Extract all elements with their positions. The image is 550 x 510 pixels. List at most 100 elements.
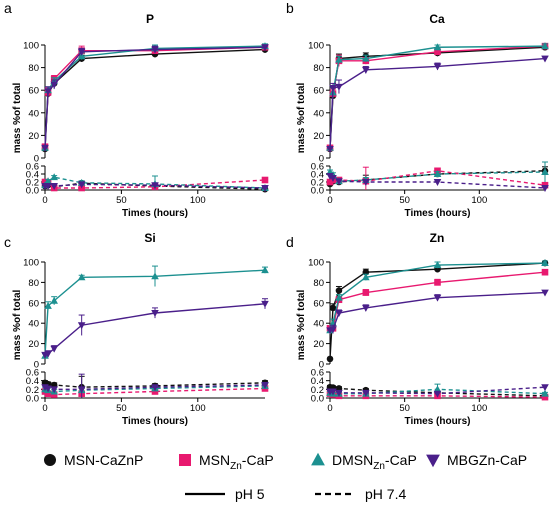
panel-letter: c [4,234,11,250]
legend-marker [44,454,56,466]
data-point [50,81,58,89]
panel-title: P [146,12,154,26]
data-point [44,183,52,190]
legend-item-MSN-CaZnP: MSN-CaZnP [44,452,143,468]
data-point [541,259,549,266]
x-axis-label: Times (hours) [122,416,188,427]
data-point [44,88,52,96]
series-MBGZn-CaP-ph5 [326,289,549,335]
series-MBGZn-CaP-ph5 [326,55,549,153]
panel-title: Si [144,231,155,245]
data-point [151,388,159,395]
lower-y-tick-label: 0.2 [311,178,324,189]
lower-y-tick-label: 0.0 [26,394,39,405]
data-point [362,273,370,281]
y-axis-label: mass %of total [296,82,307,153]
data-point [77,322,86,330]
lower-y-tick-label: 0.4 [26,376,39,387]
data-point [261,176,269,184]
upper-y-tick-label: 40 [313,108,324,119]
data-point [433,63,442,71]
data-point [77,52,86,60]
data-point [433,385,442,393]
data-point [362,179,370,186]
data-point [541,289,549,297]
series-MBGZn-CaP-ph7.4 [326,173,549,192]
y-axis-label: mass %of total [12,289,23,360]
series-line [329,57,546,149]
upper-y-tick-label: 0 [34,360,39,371]
x-tick-label: 0 [42,195,47,206]
series-MBGZn-CaP-ph7.4 [41,181,269,192]
y-axis-label: mass %of total [296,289,307,360]
x-tick-label: 100 [471,403,487,414]
data-point [151,182,159,190]
legend-label: MSN-CaZnP [64,452,143,468]
upper-y-tick-label: 40 [28,319,39,330]
x-axis-label: Times (hours) [122,208,188,219]
data-point [335,178,343,186]
data-point [151,46,159,54]
data-point [44,385,52,393]
lower-y-tick-label: 0.6 [311,162,324,173]
data-point [335,83,343,91]
upper-y-tick-label: 40 [313,319,324,330]
upper-y-tick-label: 80 [313,63,324,74]
data-point [151,310,159,317]
data-point [541,393,549,401]
upper-y-tick-label: 80 [313,278,324,289]
lower-y-tick-label: 0.0 [311,186,324,197]
upper-y-tick-label: 20 [28,339,39,350]
legend-item-MSNZn-CaP: MSNZn-CaP [179,452,274,472]
data-point [335,389,343,397]
upper-y-tick-label: 0 [34,154,39,165]
legend-label: MBGZn-CaP [447,452,527,468]
data-point [151,272,159,280]
data-point [50,183,58,190]
lower-y-tick-label: 0.6 [26,162,39,173]
data-point [541,185,549,192]
data-point [44,301,52,309]
data-point [77,48,86,56]
data-point [434,279,441,286]
y-axis-label: mass %of total [12,82,23,153]
upper-y-tick-label: 80 [28,63,39,74]
data-point [541,389,549,397]
legend-item-DMSNZn-CaP: DMSNZn-CaP [311,452,417,472]
data-point [362,289,370,296]
upper-y-tick-label: 80 [28,278,39,289]
data-point [77,273,86,281]
lower-y-tick-label: 0.4 [311,376,324,387]
series-MBGZn-CaP-ph7.4 [326,384,549,398]
upper-y-tick-label: 60 [28,298,39,309]
data-point [44,177,52,185]
data-point [433,261,442,269]
data-point [329,175,337,182]
legend-line-label: pH 5 [235,486,265,502]
x-axis-label: Times (hours) [405,208,471,219]
upper-y-tick-label: 40 [28,108,39,119]
data-point [541,268,549,276]
upper-y-tick-label: 60 [313,298,324,309]
panel-letter: d [286,234,294,250]
lower-y-tick-label: 0.2 [26,178,39,189]
data-point [41,144,49,152]
series-line [329,262,546,359]
lower-y-tick-label: 0.0 [26,186,39,197]
data-point [335,287,343,294]
data-point [362,54,370,62]
data-point [261,382,269,389]
panel-letter: a [4,0,12,16]
data-point [362,389,370,397]
upper-y-tick-label: 100 [23,41,39,52]
legend-label: DMSNZn-CaP [332,452,417,472]
legend-line-solid: pH 5 [185,486,265,502]
data-point [261,185,269,192]
legend-line-label: pH 7.4 [365,486,406,502]
x-tick-label: 0 [327,403,332,414]
legend-label-main: MSN [199,452,230,468]
data-point [362,304,370,312]
data-point [50,296,58,304]
upper-y-tick-label: 60 [313,86,324,97]
